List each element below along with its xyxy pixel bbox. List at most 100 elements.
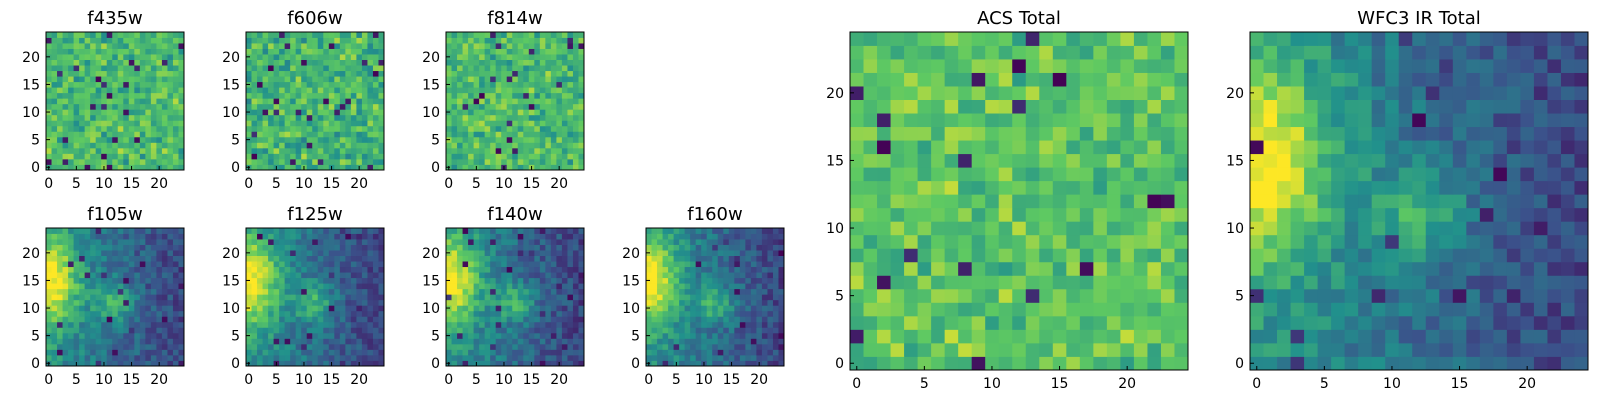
heatmap-cell — [772, 239, 779, 245]
heatmap-cell — [46, 32, 52, 38]
heatmap-cell — [778, 338, 785, 345]
heatmap-cell — [279, 283, 286, 290]
heatmap-cell — [279, 37, 286, 44]
heatmap-cell — [246, 76, 252, 83]
heatmap-cell — [167, 255, 174, 262]
heatmap-cell — [246, 131, 252, 138]
heatmap-cell — [712, 327, 719, 334]
heatmap-cell — [334, 305, 341, 312]
heatmap-cell — [512, 343, 519, 350]
heatmap-cell — [512, 239, 519, 245]
heatmap-cell — [356, 299, 363, 306]
heatmap-cell — [931, 167, 946, 182]
heatmap-cell — [728, 288, 735, 295]
heatmap-cell — [684, 277, 691, 284]
heatmap-cell — [334, 70, 341, 77]
heatmap-cell — [501, 98, 508, 105]
heatmap-cell — [1147, 207, 1162, 222]
heatmap-cell — [350, 92, 357, 99]
heatmap-cell — [756, 354, 763, 361]
heatmap-cell — [178, 354, 185, 361]
heatmap-cell — [723, 305, 730, 312]
heatmap-cell — [1106, 234, 1121, 249]
heatmap-cell — [62, 70, 69, 77]
heatmap-cell — [257, 142, 263, 149]
heatmap-cell — [295, 272, 302, 279]
heatmap-cell — [73, 343, 80, 350]
heatmap-cell — [90, 92, 97, 99]
heatmap-cell — [290, 283, 297, 290]
heatmap-cell — [372, 250, 379, 256]
heatmap-cell — [101, 233, 108, 240]
heatmap-cell — [578, 98, 585, 105]
heatmap-cell — [1012, 180, 1027, 195]
heatmap-cell — [528, 354, 535, 361]
heatmap-cell — [295, 233, 302, 240]
heatmap-cell — [1039, 194, 1054, 209]
heatmap-cell — [328, 59, 335, 66]
heatmap-cell — [262, 255, 269, 262]
heatmap-cell — [931, 153, 946, 168]
heatmap-cell — [112, 37, 119, 44]
heatmap-cell — [378, 125, 385, 132]
heatmap-cell — [517, 87, 524, 94]
heatmap-cell — [378, 277, 385, 284]
heatmap-cell — [145, 332, 152, 339]
heatmap-cell — [567, 92, 574, 99]
heatmap-cell — [117, 48, 124, 55]
heatmap-cell — [279, 228, 286, 234]
heatmap-cell — [323, 310, 330, 317]
heatmap-cell — [361, 288, 368, 295]
heatmap-cell — [79, 321, 86, 328]
heatmap-cell — [572, 299, 579, 306]
heatmap-cell — [890, 356, 905, 371]
heatmap-cell — [734, 294, 741, 301]
heatmap-cell — [323, 255, 330, 262]
heatmap-cell — [468, 158, 474, 165]
heatmap-cell — [172, 239, 179, 245]
heatmap-cell — [985, 221, 1000, 236]
x-tick-label: 0 — [44, 372, 53, 388]
heatmap-cell — [561, 272, 568, 279]
heatmap-cell — [1106, 356, 1121, 371]
heatmap-cell — [246, 65, 252, 72]
heatmap-cell — [62, 244, 69, 251]
heatmap-cell — [139, 277, 146, 284]
heatmap-cell — [306, 120, 313, 127]
heatmap-cell — [479, 98, 486, 105]
heatmap-cell — [161, 349, 168, 356]
heatmap-cell — [850, 302, 864, 317]
heatmap-cell — [728, 321, 735, 328]
heatmap-cell — [572, 244, 579, 251]
heatmap-cell — [112, 327, 119, 334]
heatmap-cell — [295, 228, 302, 234]
heatmap-cell — [506, 327, 513, 334]
heatmap-cell — [877, 207, 891, 222]
heatmap-cell — [101, 283, 108, 290]
heatmap-cell — [46, 125, 52, 132]
heatmap-cell — [145, 54, 152, 60]
heatmap-cell — [106, 239, 113, 245]
heatmap-cell — [46, 43, 52, 49]
heatmap-cell — [334, 136, 341, 143]
heatmap-cell — [134, 87, 141, 94]
heatmap-cell — [723, 228, 730, 234]
heatmap-cell — [51, 114, 58, 121]
heatmap-cell — [457, 244, 463, 251]
heatmap-cell — [134, 147, 141, 154]
heatmap-cell — [84, 244, 91, 251]
heatmap-cell — [890, 288, 905, 303]
heatmap-cell — [62, 153, 69, 160]
heatmap-cell — [1160, 356, 1175, 371]
heatmap-cell — [767, 316, 774, 323]
heatmap-cell — [356, 283, 363, 290]
heatmap-cell — [378, 70, 385, 77]
heatmap-cell — [1012, 194, 1027, 209]
heatmap-cell — [517, 255, 524, 262]
heatmap-cell — [106, 87, 113, 94]
heatmap-cell — [734, 360, 741, 367]
heatmap-cell — [561, 239, 568, 245]
heatmap-cell — [106, 43, 113, 49]
heatmap-cell — [904, 248, 918, 263]
heatmap-cell — [578, 288, 585, 295]
